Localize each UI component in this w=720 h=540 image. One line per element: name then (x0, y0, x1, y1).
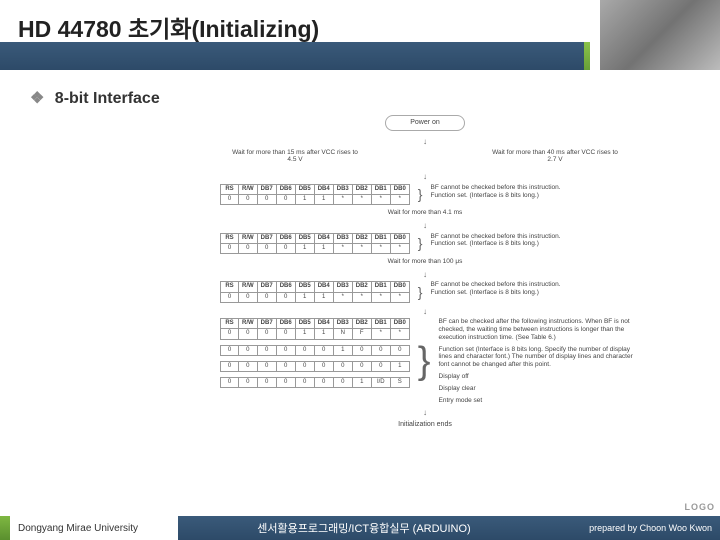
final-block: RSR/WDB7DB6DB5DB4DB3DB2DB1DB0000011NF** … (220, 318, 670, 404)
note-disp-off: Display off (439, 373, 639, 381)
subtitle-text: 8-bit Interface (55, 90, 160, 107)
bracket-icon: } (418, 235, 423, 252)
flow-arrow: ↓ (420, 172, 430, 182)
note-bf-can: BF can be checked after the following in… (439, 318, 639, 341)
slide-footer: Dongyang Mirae University 센서활용프로그래밍/ICT융… (0, 516, 720, 540)
note-bf-1: BF cannot be checked before this instruc… (430, 184, 560, 200)
note-func-full: Function set (Interface is 8 bits long. … (439, 346, 639, 369)
power-on-box: Power on (385, 115, 465, 131)
note-bf-2: BF cannot be checked before this instruc… (430, 233, 560, 249)
note-disp-clear: Display clear (439, 385, 639, 393)
note-bf-3: BF cannot be checked before this instruc… (430, 281, 560, 297)
section-subtitle: ❖ 8-bit Interface (30, 88, 160, 108)
footer-university: Dongyang Mirae University (18, 523, 178, 534)
wait-15ms: Wait for more than 15 ms after VCC rises… (230, 149, 360, 165)
wait-100us: Wait for more than 100 μs (360, 258, 490, 266)
wait-split: Wait for more than 15 ms after VCC rises… (180, 149, 670, 169)
footer-center: 센서활용프로그래밍/ICT융합실무 (ARDUINO) (178, 516, 550, 540)
signal-table-1: RSR/WDB7DB6DB5DB4DB3DB2DB1DB0000011**** (220, 184, 410, 205)
note-entry: Entry mode set (439, 397, 639, 405)
funcset-block-1: RSR/WDB7DB6DB5DB4DB3DB2DB1DB0000011**** … (220, 184, 670, 205)
init-ends: Initialization ends (180, 421, 670, 429)
funcset-block-3: RSR/WDB7DB6DB5DB4DB3DB2DB1DB0000011**** … (220, 281, 670, 302)
bracket-icon: } (418, 284, 423, 301)
wait-40ms: Wait for more than 40 ms after VCC rises… (490, 149, 620, 165)
flow-arrow: ↓ (420, 270, 430, 280)
signal-table-final: RSR/WDB7DB6DB5DB4DB3DB2DB1DB0000011NF** … (220, 318, 410, 388)
flow-arrow: ↓ (420, 221, 430, 231)
wait-41ms: Wait for more than 4.1 ms (360, 209, 490, 217)
flow-arrow: ↓ (420, 307, 430, 317)
slide-title: HD 44780 초기화(Initializing) (18, 10, 319, 44)
bullet-diamond: ❖ (30, 90, 44, 107)
funcset-block-2: RSR/WDB7DB6DB5DB4DB3DB2DB1DB0000011**** … (220, 233, 670, 254)
signal-table-2: RSR/WDB7DB6DB5DB4DB3DB2DB1DB0000011**** (220, 233, 410, 254)
flow-arrow: ↓ (420, 137, 430, 147)
header-decoration (600, 0, 720, 70)
logo-text: LOGO (685, 502, 716, 512)
footer-accent (0, 516, 10, 540)
header-bar (0, 42, 590, 70)
slide-header: HD 44780 초기화(Initializing) (0, 0, 720, 70)
header-bar-accent (584, 42, 590, 70)
init-flowchart: Power on ↓ Wait for more than 15 ms afte… (180, 115, 670, 429)
bracket-icon: } (418, 339, 431, 385)
note-final: BF can be checked after the following in… (439, 318, 639, 404)
bracket-icon: } (418, 186, 423, 203)
footer-prepared: prepared by Choon Woo Kwon (550, 516, 720, 540)
signal-table-3: RSR/WDB7DB6DB5DB4DB3DB2DB1DB0000011**** (220, 281, 410, 302)
flow-arrow: ↓ (420, 408, 430, 418)
